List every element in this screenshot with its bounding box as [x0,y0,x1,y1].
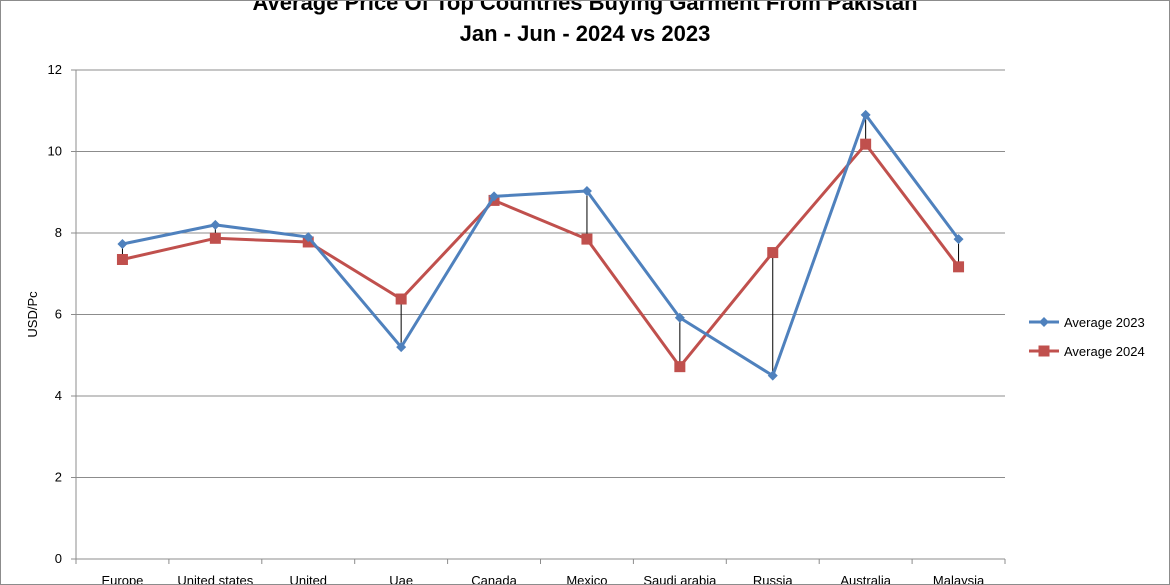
data-point-average-2024 [581,233,593,245]
series-line-average-2023 [122,113,960,378]
y-tick-label: 2 [55,470,62,485]
legend-label-average-2024: Average 2024 [1064,344,1145,359]
y-tick-label: 12 [48,62,62,77]
data-point-average-2023 [210,219,221,230]
legend-label-average-2023: Average 2023 [1064,315,1145,330]
x-tick-label: Europe [101,573,143,584]
data-point-average-2023 [860,109,871,120]
legend-marker-average-2024 [1038,345,1050,357]
x-tick-label: Australia [840,573,891,584]
chart-title-line-2: Jan - Jun - 2024 vs 2023 [459,21,711,46]
x-tick-label: Russia [753,573,794,584]
data-point-average-2023 [489,191,500,202]
data-point-average-2024 [395,293,407,305]
y-axis-title: USD/Pc [25,291,40,338]
data-point-average-2024 [860,138,872,150]
data-point-average-2023 [581,186,592,197]
data-point-average-2023 [674,312,685,323]
x-tick-label: Mexico [566,573,607,584]
chart-title: Average Price Of Top Countries Buying Ga… [1,0,1169,49]
data-point-average-2024 [767,247,779,259]
x-tick-label: United states [177,573,253,584]
x-tick-label: Malaysia [933,573,985,584]
data-point-average-2023 [396,342,407,353]
legend-marker-average-2023 [1039,317,1049,327]
data-point-average-2024 [116,253,128,265]
x-tick-label: Saudi arabia [643,573,717,584]
data-point-average-2023 [767,370,778,381]
x-tick-label: United [289,573,327,584]
y-tick-label: 4 [55,388,62,403]
y-tick-label: 10 [48,144,62,159]
data-point-average-2023 [303,232,314,243]
x-tick-label: Canada [471,573,517,584]
x-tick-label: Uae [389,573,413,584]
y-tick-label: 0 [55,551,62,566]
chart-title-line-1: Average Price Of Top Countries Buying Ga… [252,0,918,15]
y-tick-label: 6 [55,307,62,322]
data-point-average-2024 [953,261,965,273]
y-tick-label: 8 [55,225,62,240]
data-point-average-2023 [117,239,128,250]
series-line-average-2024 [122,142,960,369]
data-point-average-2024 [674,361,686,373]
data-point-average-2024 [209,232,221,244]
data-point-average-2023 [953,234,964,245]
